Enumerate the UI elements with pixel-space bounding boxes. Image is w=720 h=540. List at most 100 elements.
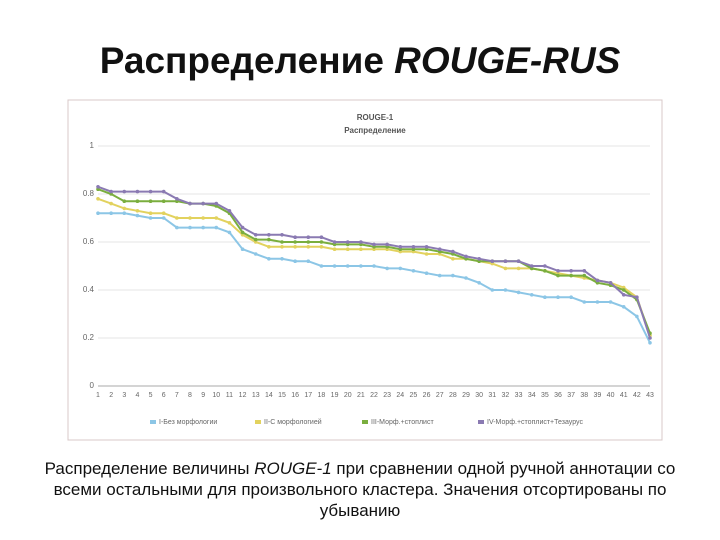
data-point — [398, 245, 403, 249]
chart-subtitle: Распределение — [344, 126, 406, 135]
x-tick-label: 24 — [396, 392, 404, 399]
data-point — [267, 245, 271, 249]
caption-italic: ROUGE-1 — [254, 459, 332, 478]
data-point — [96, 197, 100, 201]
x-tick-label: 2 — [109, 392, 113, 399]
data-point — [319, 240, 324, 244]
x-tick-label: 18 — [318, 392, 326, 399]
data-point — [503, 266, 508, 271]
title-italic: ROUGE-RUS — [394, 40, 621, 81]
data-point — [280, 233, 284, 237]
data-point — [175, 216, 179, 220]
data-point — [148, 216, 153, 220]
x-tick-label: 13 — [252, 392, 260, 399]
data-point — [319, 245, 324, 249]
x-tick-label: 17 — [304, 392, 312, 399]
x-tick-label: 40 — [607, 392, 615, 399]
data-point — [188, 225, 192, 230]
x-tick-label: 26 — [423, 392, 431, 399]
data-point — [96, 211, 100, 215]
data-point — [240, 247, 245, 251]
x-tick-label: 43 — [646, 392, 654, 399]
data-point — [543, 269, 547, 273]
data-point — [424, 245, 429, 249]
legend-label: II-С морфологией — [264, 418, 322, 426]
data-point — [148, 211, 153, 215]
slide-title: Распределение ROUGE-RUS — [0, 40, 720, 82]
data-point — [293, 235, 297, 239]
x-tick-label: 22 — [370, 392, 378, 399]
x-tick-label: 9 — [201, 392, 205, 399]
y-tick-label: 0.6 — [83, 237, 95, 246]
data-point — [306, 245, 311, 249]
data-point — [451, 249, 455, 254]
data-point — [214, 225, 219, 230]
y-tick-label: 0.8 — [83, 189, 95, 198]
data-point — [214, 201, 219, 206]
data-point — [267, 257, 271, 261]
data-point — [280, 240, 284, 244]
data-point — [372, 242, 376, 247]
x-tick-label: 30 — [475, 392, 483, 399]
data-point — [411, 245, 416, 249]
data-point — [464, 276, 468, 280]
data-point — [451, 257, 455, 261]
legend-label: I-Без морфологии — [159, 419, 217, 426]
data-point — [516, 259, 521, 264]
data-point — [135, 209, 140, 213]
data-point — [227, 230, 232, 235]
data-point — [332, 247, 337, 251]
data-point — [122, 189, 127, 194]
data-point — [621, 288, 626, 292]
data-point — [516, 266, 521, 271]
x-tick-label: 41 — [620, 392, 628, 399]
legend-label: III-Морф.+стоплист — [371, 419, 434, 426]
x-tick-label: 28 — [449, 392, 457, 399]
data-point — [648, 336, 652, 340]
data-point — [359, 264, 363, 268]
y-tick-label: 0.2 — [83, 333, 95, 342]
x-tick-label: 8 — [188, 392, 192, 399]
data-point — [109, 189, 113, 194]
data-point — [253, 237, 258, 242]
caption-text: Распределение величины — [44, 459, 255, 478]
data-point — [122, 206, 127, 211]
x-tick-label: 16 — [291, 392, 299, 399]
x-tick-label: 27 — [436, 392, 444, 399]
x-tick-label: 38 — [580, 392, 588, 399]
data-point — [411, 269, 416, 273]
data-point — [188, 201, 192, 206]
data-point — [240, 230, 245, 235]
chart: ROUGE-1 Распределение 00.20.40.60.811 2 3 4… — [67, 99, 663, 441]
x-tick-label: 7 — [175, 392, 179, 399]
data-point — [464, 254, 468, 259]
data-point — [635, 314, 639, 319]
data-point — [253, 252, 258, 256]
data-point — [280, 245, 284, 249]
x-tick-label: 32 — [502, 392, 510, 399]
data-point — [201, 216, 205, 220]
data-point — [345, 240, 350, 244]
title-text: Распределение — [99, 40, 384, 81]
x-tick-label: 5 — [149, 392, 153, 399]
data-point — [280, 257, 284, 261]
data-point — [227, 221, 232, 225]
data-point — [490, 288, 495, 292]
data-point — [332, 264, 337, 268]
caption: Распределение величины ROUGE-1 при сравн… — [40, 458, 680, 521]
x-tick-label: 23 — [383, 392, 391, 399]
data-point — [385, 266, 389, 271]
x-tick-label: 20 — [344, 392, 352, 399]
x-tick-label: 6 — [162, 392, 166, 399]
data-point — [109, 201, 113, 206]
legend-label: IV-Морф.+стоплист+Тезаурус — [487, 419, 583, 426]
data-point — [621, 305, 626, 309]
data-point — [306, 235, 311, 239]
data-point — [543, 264, 547, 268]
data-point — [529, 293, 534, 297]
y-tick-label: 0 — [90, 381, 95, 390]
x-tick-label: 29 — [462, 392, 470, 399]
x-tick-label: 14 — [265, 392, 273, 399]
data-point — [398, 266, 403, 271]
data-point — [424, 252, 429, 256]
